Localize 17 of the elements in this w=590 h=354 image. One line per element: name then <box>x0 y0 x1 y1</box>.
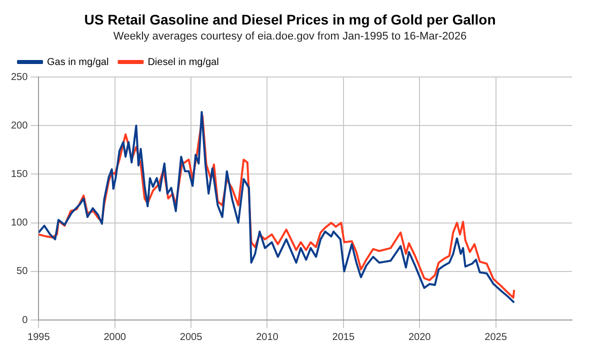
chart-title: US Retail Gasoline and Diesel Prices in mg of Gold per Gallon <box>84 11 496 28</box>
y-tick-label: 50 <box>16 266 28 278</box>
x-tick-label: 2020 <box>408 332 432 343</box>
y-tick-label: 150 <box>10 168 28 180</box>
x-tick-label: 2000 <box>104 332 126 343</box>
y-tick-label: 0 <box>22 314 28 326</box>
chart-subtitle: Weekly averages courtesy of eia.doe.gov from Jan-1995 to 16-Mar-2026 <box>113 30 467 42</box>
legend-label: Diesel in mg/gal <box>148 56 219 68</box>
x-tick-label: 2005 <box>180 332 203 343</box>
legend-label: Gas in mg/gal <box>47 56 109 68</box>
x-tick-label: 2010 <box>256 332 279 343</box>
x-tick-label: 1995 <box>28 332 50 343</box>
y-tick-label: 200 <box>10 120 28 132</box>
x-tick-label: 2025 <box>484 332 508 343</box>
y-tick-label: 100 <box>10 218 28 229</box>
x-tick-label: 2015 <box>332 332 355 343</box>
y-tick-label: 250 <box>10 72 28 83</box>
